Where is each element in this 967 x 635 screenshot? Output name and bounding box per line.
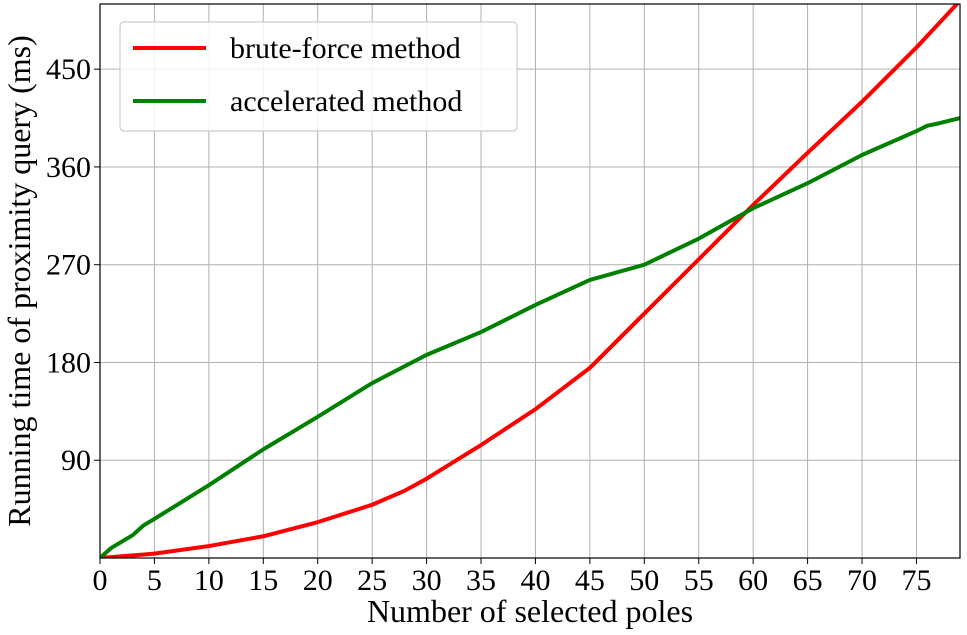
x-tick-label: 60 <box>738 564 768 597</box>
y-axis-label: Running time of proximity query (ms) <box>1 35 37 527</box>
x-tick-label: 15 <box>248 564 278 597</box>
x-tick-label: 45 <box>575 564 605 597</box>
series-line-brute-force <box>100 4 960 558</box>
x-tick-label: 65 <box>793 564 823 597</box>
legend-frame <box>119 21 518 132</box>
x-tick-label: 10 <box>194 564 224 597</box>
series-line-accelerated <box>100 116 960 558</box>
y-tick-label: 270 <box>46 249 91 282</box>
y-tick-label: 180 <box>46 346 91 379</box>
x-tick-label: 30 <box>412 564 442 597</box>
y-axis-ticks: 90 180 270 360 450 <box>46 53 100 477</box>
x-tick-label: 55 <box>684 564 714 597</box>
x-tick-label: 35 <box>466 564 496 597</box>
series-layer <box>100 4 960 558</box>
y-tick-label: 450 <box>46 53 91 86</box>
x-tick-label: 75 <box>901 564 931 597</box>
x-tick-label: 70 <box>847 564 877 597</box>
plot-frame <box>99 3 961 559</box>
y-tick-label: 90 <box>61 444 91 477</box>
x-tick-label: 0 <box>93 564 108 597</box>
y-tick-label: 360 <box>46 151 91 184</box>
x-axis-ticks: 0 5 10 15 20 25 30 35 40 45 50 55 60 65 70 75 <box>93 558 931 597</box>
x-tick-label: 5 <box>147 564 162 597</box>
legend-label-brute-force: brute-force method <box>230 32 461 65</box>
x-tick-label: 50 <box>629 564 659 597</box>
x-axis-label: Number of selected poles <box>367 593 693 629</box>
legend-label-accelerated: accelerated method <box>230 85 462 118</box>
x-tick-label: 25 <box>357 564 387 597</box>
x-tick-label: 40 <box>520 564 550 597</box>
legend: brute-force method accelerated method <box>119 21 518 132</box>
x-tick-label: 20 <box>303 564 333 597</box>
